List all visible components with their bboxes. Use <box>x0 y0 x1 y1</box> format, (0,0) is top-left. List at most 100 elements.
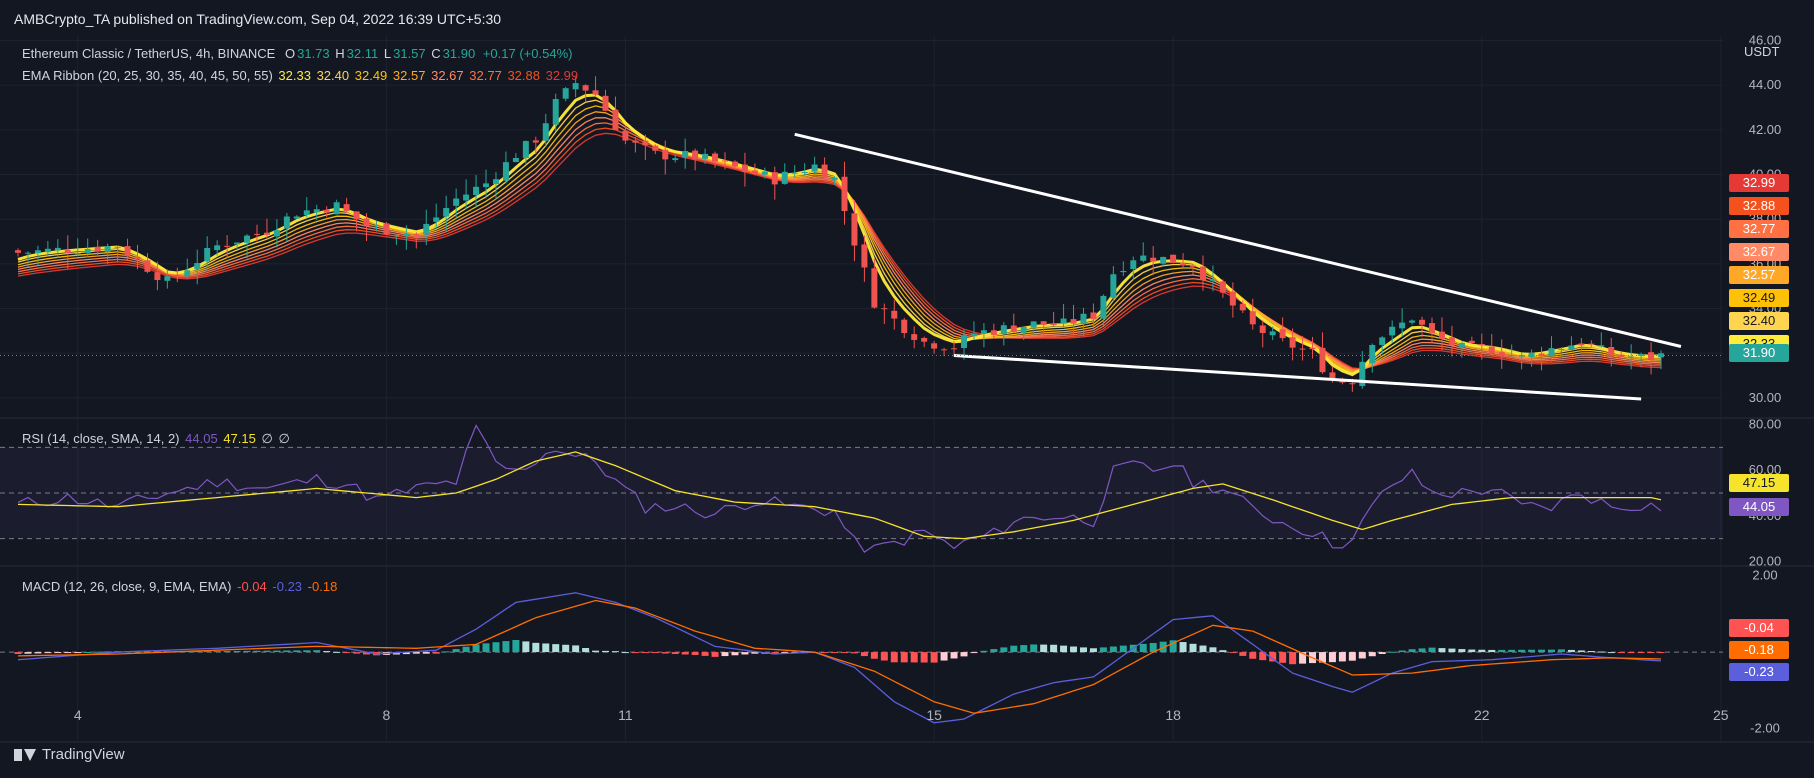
candle-body <box>771 172 778 185</box>
open-label: O <box>284 46 296 61</box>
macd-line <box>17 592 1662 724</box>
macd-histogram-bar <box>333 651 341 653</box>
macd-histogram-bar <box>1448 648 1456 653</box>
ema-value: 32.88 <box>507 68 540 83</box>
ema-axis-label: 32.49 <box>1729 289 1789 307</box>
candle-body <box>1180 262 1187 266</box>
macd-histogram-bar <box>1269 652 1277 662</box>
symbol-name[interactable]: Ethereum Classic / TetherUS, 4h, BINANCE <box>22 46 276 61</box>
candle-body <box>1438 331 1445 339</box>
ema-axis-label: 32.57 <box>1729 266 1789 284</box>
macd-signal-line <box>17 599 1662 714</box>
macd-histogram-bar <box>671 652 679 654</box>
candle-body <box>791 172 798 174</box>
candle-body <box>473 186 480 196</box>
candle-body <box>303 210 310 215</box>
candle-body <box>1628 356 1635 358</box>
candle-body <box>283 216 290 229</box>
candle-body <box>1030 321 1037 328</box>
low-label: L <box>383 46 392 61</box>
candle-body <box>164 276 171 281</box>
candle-body <box>662 149 669 160</box>
macd-histogram-bar <box>1577 650 1585 653</box>
macd-histogram-bar <box>432 652 440 654</box>
candle-body <box>184 270 191 277</box>
macd-histogram-bar <box>1338 652 1346 662</box>
rsi-extra-2: ∅ <box>278 431 290 446</box>
candle-body <box>194 263 201 270</box>
candle-body <box>712 153 719 162</box>
macd-histogram-bar <box>582 648 590 653</box>
macd-histogram-bar <box>1567 649 1575 653</box>
candle-body <box>1389 326 1396 336</box>
candle-body <box>632 140 639 143</box>
candle-body <box>801 172 808 174</box>
main-legend: Ethereum Classic / TetherUS, 4h, BINANCE… <box>22 46 574 61</box>
candle-body <box>1608 347 1615 357</box>
macd-histogram-bar <box>542 643 550 653</box>
candle-body <box>851 213 858 246</box>
macd-tick-label: 2.00 <box>1752 568 1777 583</box>
candle-body <box>154 272 161 281</box>
rsi-sma-line <box>17 451 1662 540</box>
macd-histogram-bar <box>283 650 291 653</box>
candle-body <box>731 161 738 167</box>
open-value: 31.73 <box>297 46 330 61</box>
macd-histogram-bar <box>253 650 261 653</box>
macd-histogram-bar <box>1378 652 1386 654</box>
macd-histogram-bar <box>1428 647 1436 653</box>
macd-histogram-bar <box>1388 651 1396 653</box>
candle-body <box>552 99 559 125</box>
macd-histogram-bar <box>771 652 779 655</box>
macd-histogram-bar <box>1597 651 1605 653</box>
ema-value: 32.67 <box>431 68 464 83</box>
candle-body <box>393 235 400 237</box>
time-tick-label: 15 <box>926 707 942 723</box>
macd-histogram-bar <box>701 652 709 656</box>
macd-histogram-bar <box>1199 645 1207 653</box>
candle-body <box>174 274 181 276</box>
macd-histogram-bar <box>1587 651 1595 653</box>
macd-histogram-bar <box>143 651 151 653</box>
footer-brand[interactable]: TradingView <box>14 746 125 763</box>
macd-name[interactable]: MACD (12, 26, close, 9, EMA, EMA) <box>22 579 232 594</box>
candle-body <box>323 209 330 213</box>
candle-body <box>54 247 61 251</box>
candle-body <box>363 218 370 227</box>
low-value: 31.57 <box>393 46 426 61</box>
candle-body <box>682 151 689 158</box>
candle-body <box>980 330 987 334</box>
time-tick-label: 11 <box>618 707 633 723</box>
candle-body <box>1568 345 1575 351</box>
last-price-label: 31.90 <box>1729 344 1789 362</box>
macd-histogram-bar <box>1179 642 1187 653</box>
candle-body <box>1458 342 1465 348</box>
rsi-axis-label: 44.05 <box>1729 498 1789 516</box>
candle-body <box>333 202 340 215</box>
macd-histogram-bar <box>960 652 968 657</box>
candle-body <box>1219 281 1226 293</box>
candle-body <box>1309 347 1316 350</box>
candle-body <box>761 171 768 175</box>
macd-histogram-bar <box>1040 644 1048 653</box>
macd-histogram-bar <box>681 652 689 655</box>
ema-ribbon-name[interactable]: EMA Ribbon (20, 25, 30, 35, 40, 45, 50, … <box>22 68 273 83</box>
macd-tick-label: -2.00 <box>1750 721 1780 736</box>
macd-histogram-bar <box>841 652 848 654</box>
candle-body <box>214 245 221 251</box>
macd-histogram-bar <box>353 652 361 654</box>
macd-histogram-bar <box>1099 647 1107 653</box>
candle-body <box>831 177 838 181</box>
candle-body <box>901 319 908 334</box>
macd-histogram-bar <box>831 652 839 654</box>
time-tick-label: 22 <box>1474 707 1490 723</box>
rsi-name[interactable]: RSI (14, close, SMA, 14, 2) <box>22 431 180 446</box>
candle-body <box>970 333 977 337</box>
macd-histogram-bar <box>1010 645 1018 653</box>
macd-histogram-bar <box>402 652 410 655</box>
currency-label: USDT <box>1744 44 1780 59</box>
macd-histogram-bar <box>1607 652 1615 654</box>
candle-body <box>1170 254 1177 263</box>
candle-body <box>34 250 41 254</box>
